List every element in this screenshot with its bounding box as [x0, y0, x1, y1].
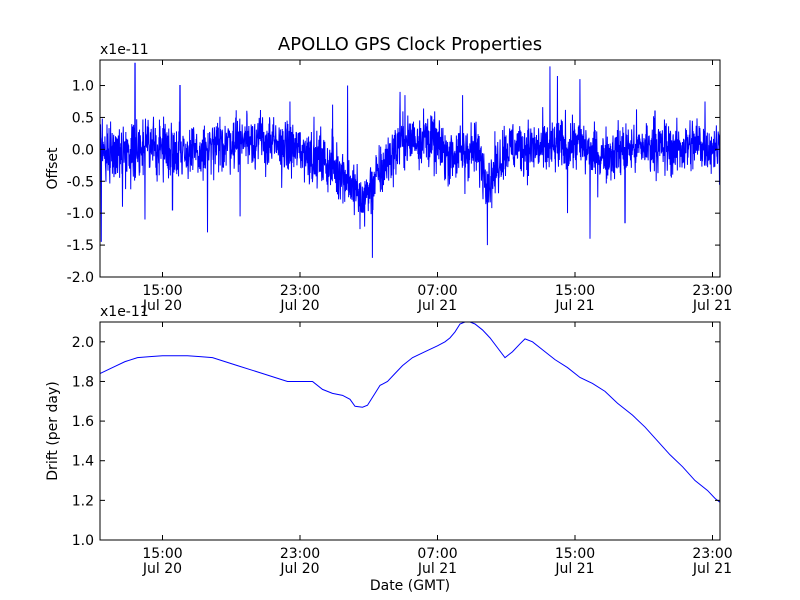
offset-y-tick-label: -2.0 [67, 270, 94, 286]
offset-x-tick-label-time: 23:00 [280, 283, 320, 299]
x-axis-label: Date (GMT) [370, 578, 450, 594]
offset-x-tick-label-date: Jul 21 [554, 298, 594, 314]
drift-x-tick-label-date: Jul 21 [417, 561, 457, 577]
drift-y-tick-label: 2.0 [72, 335, 94, 351]
drift-series-line [100, 322, 720, 503]
offset-y-axis-label: Offset [45, 147, 61, 190]
offset-x-tick-label-time: 15:00 [555, 283, 595, 299]
drift-y-tick-label: 1.2 [72, 493, 94, 509]
drift-y-tick-label: 1.4 [72, 454, 94, 470]
offset-y-tick-label: -1.0 [67, 206, 94, 222]
drift-x-tick-label-time: 15:00 [142, 546, 182, 562]
offset-x-tick-label-date: Jul 20 [142, 298, 182, 314]
drift-x-tick-label-date: Jul 21 [692, 561, 732, 577]
offset-axes-frame [99, 59, 721, 278]
offset-x-tick-label-date: Jul 21 [692, 298, 732, 314]
drift-y-tick-label: 1.8 [72, 374, 94, 390]
offset-x-tick-label-date: Jul 20 [279, 298, 319, 314]
drift-y-tick-label: 1.0 [72, 533, 94, 549]
drift-x-tick-label-time: 23:00 [692, 546, 732, 562]
drift-x-tick-label-time: 07:00 [417, 546, 457, 562]
offset-scale-label: x1e-11 [100, 42, 149, 58]
drift-axes-frame [99, 321, 721, 541]
offset-x-tick-label-date: Jul 21 [417, 298, 457, 314]
drift-y-tick-label: 1.6 [72, 414, 94, 430]
drift-x-tick-label-date: Jul 20 [142, 561, 182, 577]
offset-y-tick-label: 0.0 [72, 142, 94, 158]
figure-title: APOLLO GPS Clock Properties [278, 34, 542, 55]
drift-x-tick-label-time: 23:00 [280, 546, 320, 562]
offset-y-tick-label: 0.5 [72, 110, 94, 126]
drift-scale-label: x1e-11 [100, 304, 149, 320]
offset-y-tick-label: -0.5 [67, 174, 94, 190]
offset-y-tick-label: -1.5 [67, 238, 94, 254]
drift-y-axis-label: Drift (per day) [45, 381, 61, 480]
offset-series-line [100, 62, 720, 258]
offset-x-tick-label-time: 15:00 [142, 283, 182, 299]
drift-x-tick-label-date: Jul 21 [554, 561, 594, 577]
offset-x-tick-label-time: 07:00 [417, 283, 457, 299]
drift-x-tick-label-date: Jul 20 [279, 561, 319, 577]
offset-y-tick-label: 1.0 [72, 79, 94, 95]
drift-x-tick-label-time: 15:00 [555, 546, 595, 562]
offset-x-tick-label-time: 23:00 [692, 283, 732, 299]
